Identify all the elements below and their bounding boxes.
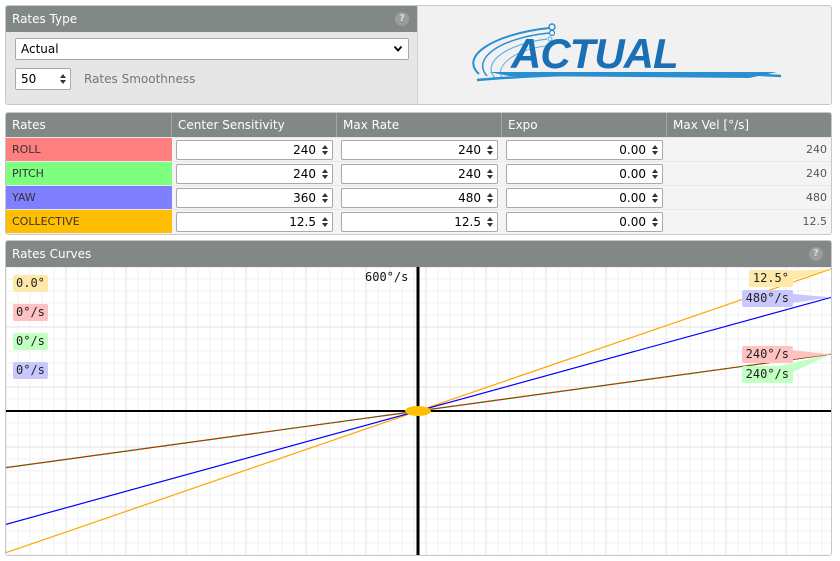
center-sensitivity-value: 240 (293, 167, 316, 181)
rates-curves-header: Rates Curves (6, 241, 831, 267)
max-rate-input[interactable]: 480 (341, 188, 498, 208)
series-end-label: 240°/s (741, 346, 793, 363)
max-vel-value: 480 (667, 185, 831, 209)
number-spinner[interactable] (649, 142, 661, 158)
table-row: PITCH 240 240 0.00 240 (6, 161, 831, 185)
max-rate-value: 12.5 (454, 215, 481, 229)
rates-smoothness-value: 50 (21, 72, 37, 86)
series-end-label: 480°/s (741, 290, 793, 307)
help-icon[interactable]: ? (809, 247, 823, 261)
center-sensitivity-value: 240 (293, 143, 316, 157)
expo-value: 0.00 (619, 167, 646, 181)
rates-type-box: Rates Type ? Actual 50 Rates Smoothness (6, 6, 418, 104)
col-header-max-vel: Max Vel [°/s] (673, 118, 750, 132)
number-spinner[interactable] (484, 190, 496, 206)
number-spinner[interactable] (319, 214, 331, 230)
rates-table-header: Rates Center Sensitivity Max Rate Expo M… (6, 113, 831, 137)
smoothness-spinner[interactable] (57, 70, 69, 88)
expo-value: 0.00 (619, 143, 646, 157)
current-value-label: 0.0° (13, 275, 48, 292)
center-sensitivity-value: 360 (293, 191, 316, 205)
number-spinner[interactable] (319, 166, 331, 182)
table-row: COLLECTIVE 12.5 12.5 0.00 12.5 (6, 209, 831, 233)
rates-type-selected: Actual (21, 42, 59, 56)
actual-logo: ACTUAL (472, 23, 782, 82)
max-rate-value: 480 (458, 191, 481, 205)
table-row: YAW 360 480 0.00 480 (6, 185, 831, 209)
center-sensitivity-input[interactable]: 240 (176, 140, 333, 160)
rates-table-body: ROLL 240 240 0.00 240 PITCH 240 240 0.00 240 YAW 36… (6, 137, 831, 233)
logo-area: ACTUAL (419, 6, 831, 104)
col-header-center-sensitivity: Center Sensitivity (172, 113, 337, 137)
logo-text: ACTUAL (510, 30, 678, 77)
number-spinner[interactable] (649, 214, 661, 230)
rates-curves-svg (6, 267, 831, 555)
chevron-down-icon (393, 45, 403, 52)
series-end-label: 240°/s (741, 366, 793, 383)
rate-axis-name: YAW (6, 185, 172, 209)
number-spinner[interactable] (649, 166, 661, 182)
max-vel-value: 12.5 (667, 209, 831, 233)
series-end-label: 12.5° (748, 270, 793, 287)
number-spinner[interactable] (319, 142, 331, 158)
col-header-rates: Rates (6, 113, 172, 137)
help-icon[interactable]: ? (395, 12, 409, 26)
table-row: ROLL 240 240 0.00 240 (6, 137, 831, 161)
rates-table: Rates Center Sensitivity Max Rate Expo M… (5, 112, 832, 235)
number-spinner[interactable] (484, 142, 496, 158)
col-header-max-rate: Max Rate (337, 113, 502, 137)
expo-input[interactable]: 0.00 (506, 140, 663, 160)
max-vel-value: 240 (667, 137, 831, 161)
stick-position-marker (405, 406, 431, 416)
rates-type-select[interactable]: Actual (15, 38, 409, 60)
rates-curves-chart: 600°/s 0.0° 0°/s 0°/s 0°/s 12.5° 480°/s 240°/… (6, 267, 831, 555)
expo-value: 0.00 (619, 191, 646, 205)
rates-smoothness-input[interactable]: 50 (15, 68, 71, 90)
current-value-label: 0°/s (13, 362, 48, 379)
max-vel-value: 240 (667, 161, 831, 185)
expo-input[interactable]: 0.00 (506, 212, 663, 232)
number-spinner[interactable] (484, 214, 496, 230)
number-spinner[interactable] (319, 190, 331, 206)
max-rate-value: 240 (458, 167, 481, 181)
number-spinner[interactable] (649, 190, 661, 206)
center-sensitivity-input[interactable]: 240 (176, 164, 333, 184)
center-sensitivity-input[interactable]: 360 (176, 188, 333, 208)
center-sensitivity-value: 12.5 (289, 215, 316, 229)
axis-max-label: 600°/s (365, 270, 409, 284)
col-header-expo: Expo (502, 113, 667, 137)
rates-type-header: Rates Type (6, 6, 417, 32)
rates-curves-panel: Rates Curves ? 600°/s 0.0° 0°/s 0°/s 0°/s 1… (5, 240, 832, 556)
expo-input[interactable]: 0.00 (506, 188, 663, 208)
rate-axis-name: ROLL (6, 137, 172, 161)
rates-smoothness-label: Rates Smoothness (84, 72, 196, 86)
current-value-label: 0°/s (13, 333, 48, 350)
number-spinner[interactable] (484, 166, 496, 182)
max-rate-input[interactable]: 12.5 (341, 212, 498, 232)
rates-type-panel: Rates Type ? Actual 50 Rates Smoothness … (5, 5, 832, 105)
expo-value: 0.00 (619, 215, 646, 229)
current-value-label: 0°/s (13, 304, 48, 321)
max-rate-value: 240 (458, 143, 481, 157)
rate-axis-name: COLLECTIVE (6, 209, 172, 233)
rate-axis-name: PITCH (6, 161, 172, 185)
center-sensitivity-input[interactable]: 12.5 (176, 212, 333, 232)
max-rate-input[interactable]: 240 (341, 140, 498, 160)
max-rate-input[interactable]: 240 (341, 164, 498, 184)
expo-input[interactable]: 0.00 (506, 164, 663, 184)
